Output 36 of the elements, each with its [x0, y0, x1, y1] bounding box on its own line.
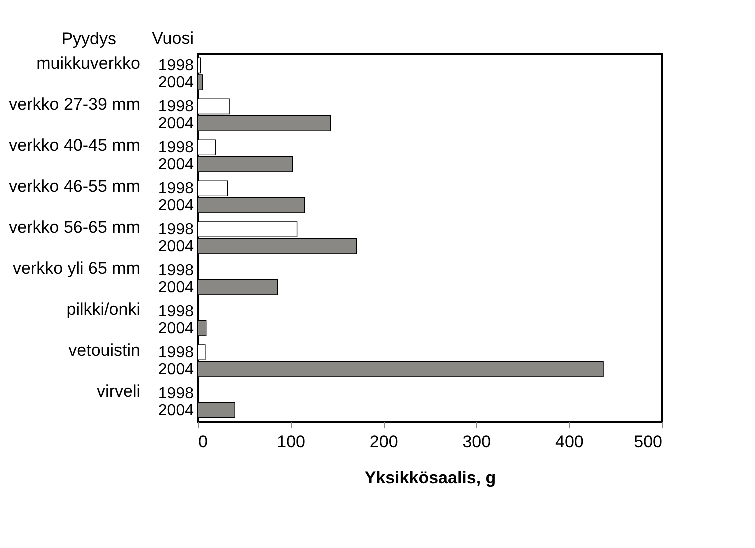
y-tick-label: verkko 46-55 mm — [9, 177, 140, 196]
text: 2004 — [158, 402, 194, 420]
x-tick-label: 100 — [277, 432, 306, 452]
text: 2004 — [158, 197, 194, 214]
text: 1998 — [158, 262, 194, 280]
text: 1998 — [158, 386, 194, 403]
y-tick-label: verkko 40-45 mm — [9, 136, 140, 156]
text: 2004 — [158, 279, 194, 296]
y-tick-label: virveli — [97, 382, 140, 401]
series-label: 2004 — [158, 74, 194, 92]
y-tick-label: pilkki/onki — [66, 300, 140, 319]
text: 2004 — [158, 238, 194, 256]
text: 2004 — [158, 115, 194, 132]
series-label: 1998 — [158, 58, 194, 75]
y-tick-label: vetouistin — [68, 340, 140, 360]
y-tick-label: muikkuverkko — [36, 54, 140, 74]
y-axis-title: Pyydys — [62, 30, 116, 48]
x-axis-title: Yksikkösaalis, g — [364, 468, 496, 488]
text: 2004 — [158, 361, 194, 378]
y-tick-label: verkko yli 65 mm — [12, 258, 140, 278]
x-tick-label: 300 — [462, 432, 492, 452]
text: 2004 — [158, 320, 194, 338]
y-tick-label: verkko 56-65 mm — [9, 218, 140, 237]
text: 1998 — [158, 304, 194, 321]
text: 2004 — [158, 156, 194, 174]
x-tick-label: 0 — [198, 432, 208, 452]
y-tick-label: verkko 27-39 mm — [9, 95, 140, 114]
text: 1998 — [158, 180, 194, 198]
x-tick-label: 400 — [556, 432, 584, 452]
x-tick-label: 500 — [634, 432, 662, 452]
text: 1998 — [158, 344, 194, 362]
text: 1998 — [158, 222, 194, 239]
text: 1998 — [158, 140, 194, 157]
legend-title: Vuosi — [152, 29, 194, 48]
x-tick-label: 200 — [370, 432, 398, 452]
text: 1998 — [158, 98, 194, 116]
